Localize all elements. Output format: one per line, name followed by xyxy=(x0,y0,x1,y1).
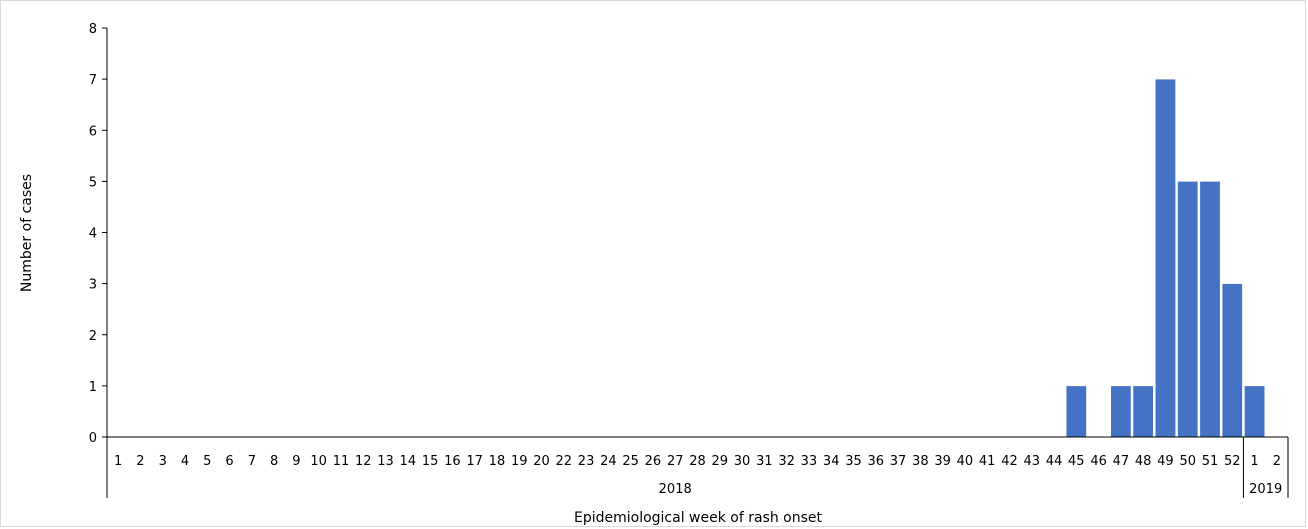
x-tick-label: 14 xyxy=(400,454,417,469)
x-tick-label: 3 xyxy=(159,454,167,469)
x-tick-label: 43 xyxy=(1023,454,1040,469)
x-tick-label: 50 xyxy=(1179,454,1196,469)
x-tick-label: 44 xyxy=(1046,454,1063,469)
bar xyxy=(1132,385,1154,438)
x-tick-label: 9 xyxy=(292,454,300,469)
x-tick-label: 6 xyxy=(225,454,233,469)
x-tick-label: 18 xyxy=(489,454,506,469)
x-tick-label: 13 xyxy=(377,454,394,469)
x-tick-label: 28 xyxy=(689,454,706,469)
y-tick-label: 5 xyxy=(89,175,97,190)
x-tick-label: 36 xyxy=(867,454,884,469)
x-tick-label: 1 xyxy=(1250,454,1258,469)
x-tick-label: 2 xyxy=(136,454,144,469)
y-tick-label: 2 xyxy=(89,329,97,344)
x-tick-label: 38 xyxy=(912,454,929,469)
year-group-label: 2018 xyxy=(659,482,692,497)
x-tick-label: 35 xyxy=(845,454,862,469)
x-tick-label: 39 xyxy=(934,454,951,469)
y-tick-label: 1 xyxy=(89,380,97,395)
x-tick-label: 40 xyxy=(957,454,974,469)
x-tick-label: 33 xyxy=(801,454,818,469)
x-tick-label: 29 xyxy=(712,454,729,469)
x-tick-label: 45 xyxy=(1068,454,1085,469)
x-tick-label: 25 xyxy=(622,454,639,469)
year-group-label: 2019 xyxy=(1249,482,1282,497)
bar xyxy=(1155,78,1176,438)
bar xyxy=(1221,283,1243,438)
x-axis: 1 2 3 4 5 6 7 8 9 10 11 12 13 14 15 16 17 18 19 20 22 23 24 25 2… xyxy=(106,436,1289,498)
x-tick-label: 8 xyxy=(270,454,278,469)
x-tick-label: 26 xyxy=(645,454,662,469)
x-tick-label: 27 xyxy=(667,454,684,469)
x-tick-label: 47 xyxy=(1113,454,1130,469)
x-tick-label: 30 xyxy=(734,454,751,469)
y-axis-label: Number of cases xyxy=(19,174,35,292)
y-tick-label: 6 xyxy=(89,124,97,139)
x-tick-label: 22 xyxy=(556,454,573,469)
bar xyxy=(1110,385,1132,438)
x-tick-label: 20 xyxy=(533,454,550,469)
y-axis: 0 1 2 3 4 5 6 7 8 xyxy=(89,22,108,446)
x-tick-label: 31 xyxy=(756,454,773,469)
x-tick-label: 15 xyxy=(422,454,439,469)
x-axis-label: Epidemiological week of rash onset xyxy=(574,510,823,526)
x-tick-label: 19 xyxy=(511,454,528,469)
bars-group xyxy=(1065,78,1265,438)
x-tick-label: 16 xyxy=(444,454,461,469)
x-tick-label: 23 xyxy=(578,454,595,469)
bar xyxy=(1199,181,1221,438)
x-tick-label: 4 xyxy=(181,454,189,469)
x-tick-label: 42 xyxy=(1001,454,1018,469)
y-tick-label: 4 xyxy=(89,227,97,242)
bar xyxy=(1065,385,1087,438)
x-tick-label: 32 xyxy=(778,454,795,469)
y-tick-label: 7 xyxy=(89,73,97,88)
x-tick-label: 7 xyxy=(248,454,256,469)
x-tick-label: 51 xyxy=(1202,454,1219,469)
x-tick-label: 49 xyxy=(1157,454,1174,469)
x-tick-label: 41 xyxy=(979,454,996,469)
x-tick-label: 24 xyxy=(600,454,617,469)
y-tick-label: 0 xyxy=(89,431,97,446)
bar xyxy=(1177,181,1199,438)
x-tick-label: 1 xyxy=(114,454,122,469)
y-tick-label: 3 xyxy=(89,278,97,293)
x-tick-label: 34 xyxy=(823,454,840,469)
x-tick-label: 52 xyxy=(1224,454,1241,469)
x-tick-label: 10 xyxy=(310,454,327,469)
x-tick-label: 17 xyxy=(466,454,483,469)
x-tick-label: 2 xyxy=(1273,454,1281,469)
x-tick-label: 12 xyxy=(355,454,372,469)
x-tick-label: 11 xyxy=(333,454,350,469)
x-tick-label: 48 xyxy=(1135,454,1152,469)
x-tick-label: 37 xyxy=(890,454,907,469)
bar xyxy=(1244,385,1265,438)
x-tick-label: 46 xyxy=(1090,454,1107,469)
x-tick-label: 5 xyxy=(203,454,211,469)
y-tick-label: 8 xyxy=(89,22,97,37)
